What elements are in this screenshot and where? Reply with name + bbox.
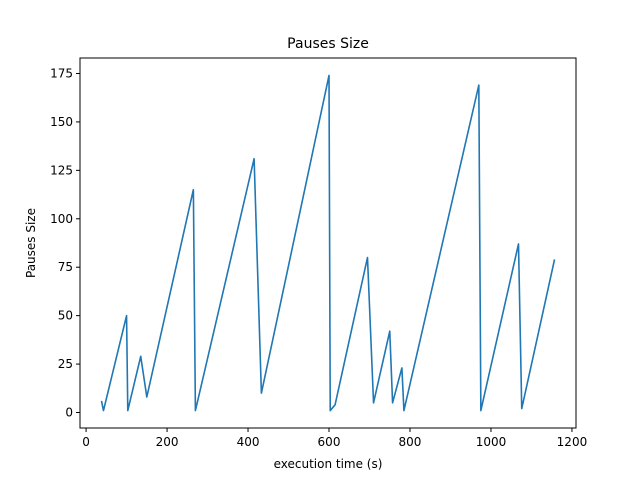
series-group: [100, 74, 556, 412]
y-tick-label: 50: [58, 309, 73, 323]
x-tick-label: 1000: [476, 435, 507, 449]
x-tick-label: 800: [399, 435, 422, 449]
y-tick-label: 25: [58, 357, 73, 371]
y-tick-label: 75: [58, 260, 73, 274]
y-axis-ticks: 0 25 50 75 100 125 150 175: [50, 66, 80, 420]
y-tick-label: 150: [50, 115, 73, 129]
y-tick-label: 0: [65, 406, 73, 420]
y-tick-label: 125: [50, 163, 73, 177]
x-tick-label: 600: [318, 435, 341, 449]
y-tick-label: 175: [50, 66, 73, 80]
plot-frame: [79, 57, 577, 429]
series-line: [100, 74, 556, 412]
chart-title: Pauses Size: [287, 36, 369, 52]
x-tick-label: 1200: [557, 435, 588, 449]
x-tick-label: 400: [237, 435, 260, 449]
y-tick-label: 100: [50, 212, 73, 226]
x-tick-label: 200: [156, 435, 179, 449]
x-axis-title: execution time (s): [274, 457, 383, 471]
y-axis-title: Pauses Size: [24, 208, 38, 278]
x-tick-label: 0: [82, 435, 90, 449]
x-axis-ticks: 0 200 400 600 800 1000 1200: [82, 428, 587, 449]
